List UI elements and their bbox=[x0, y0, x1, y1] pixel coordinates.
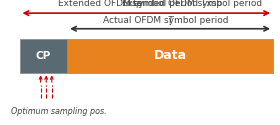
Text: T: T bbox=[167, 16, 173, 25]
Text: Actual OFDM symbol period: Actual OFDM symbol period bbox=[103, 16, 232, 25]
Text: Extended OFDM symbol period Txsp: Extended OFDM symbol period Txsp bbox=[58, 0, 222, 8]
Bar bbox=[67, 39, 273, 72]
Text: Data: Data bbox=[153, 49, 187, 62]
Text: Optimum sampling pos.: Optimum sampling pos. bbox=[11, 107, 107, 116]
Bar bbox=[20, 39, 67, 72]
Text: Extended OFDM symbol period: Extended OFDM symbol period bbox=[122, 0, 265, 8]
Text: Txsp: Txsp bbox=[122, 0, 143, 8]
Text: CP: CP bbox=[36, 51, 51, 61]
